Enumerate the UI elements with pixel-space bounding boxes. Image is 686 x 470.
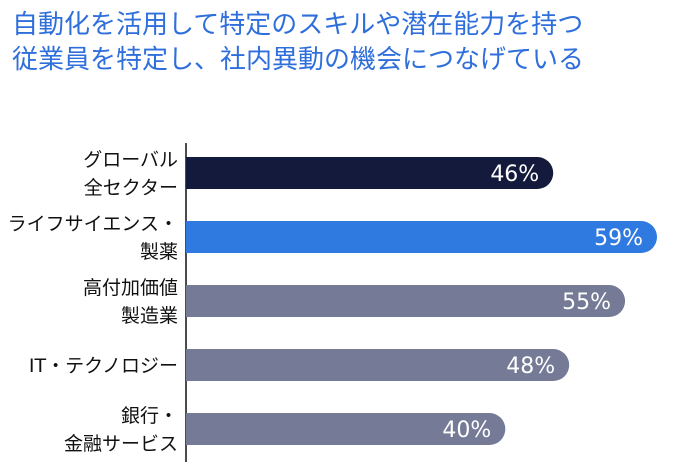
category-label-5-line-1: 銀行・ bbox=[121, 405, 178, 427]
bar-4 bbox=[186, 349, 570, 381]
category-label-4-line-1: IT・テクノロジー bbox=[29, 355, 178, 377]
chart-title: 自動化を活用して特定のスキルや潜在能力を持つ 従業員を特定し、社内異動の機会につ… bbox=[12, 8, 682, 78]
value-label-3: 55% bbox=[562, 290, 611, 315]
chart-title-line-2: 従業員を特定し、社内異動の機会につなげている bbox=[12, 45, 585, 75]
value-label-2: 59% bbox=[594, 226, 643, 251]
category-label-3-line-1: 高付加価値 bbox=[83, 277, 178, 299]
bar-3 bbox=[186, 285, 626, 317]
category-label-3-line-2: 製造業 bbox=[121, 305, 178, 327]
bar-2 bbox=[186, 221, 657, 253]
bar-5 bbox=[186, 413, 506, 445]
bar-1 bbox=[186, 157, 554, 189]
value-label-4: 48% bbox=[506, 354, 555, 379]
value-label-1: 46% bbox=[490, 162, 539, 187]
category-label-2-line-2: 製薬 bbox=[140, 241, 178, 263]
chart-title-line-1: 自動化を活用して特定のスキルや潜在能力を持つ bbox=[12, 10, 584, 40]
category-label-5-line-2: 金融サービス bbox=[64, 433, 178, 455]
category-label-2-line-1: ライフサイエンス・ bbox=[8, 213, 178, 235]
category-label-1-line-1: グローバル bbox=[83, 149, 178, 171]
value-label-5: 40% bbox=[442, 418, 491, 443]
category-label-1-line-2: 全セクター bbox=[84, 177, 178, 199]
